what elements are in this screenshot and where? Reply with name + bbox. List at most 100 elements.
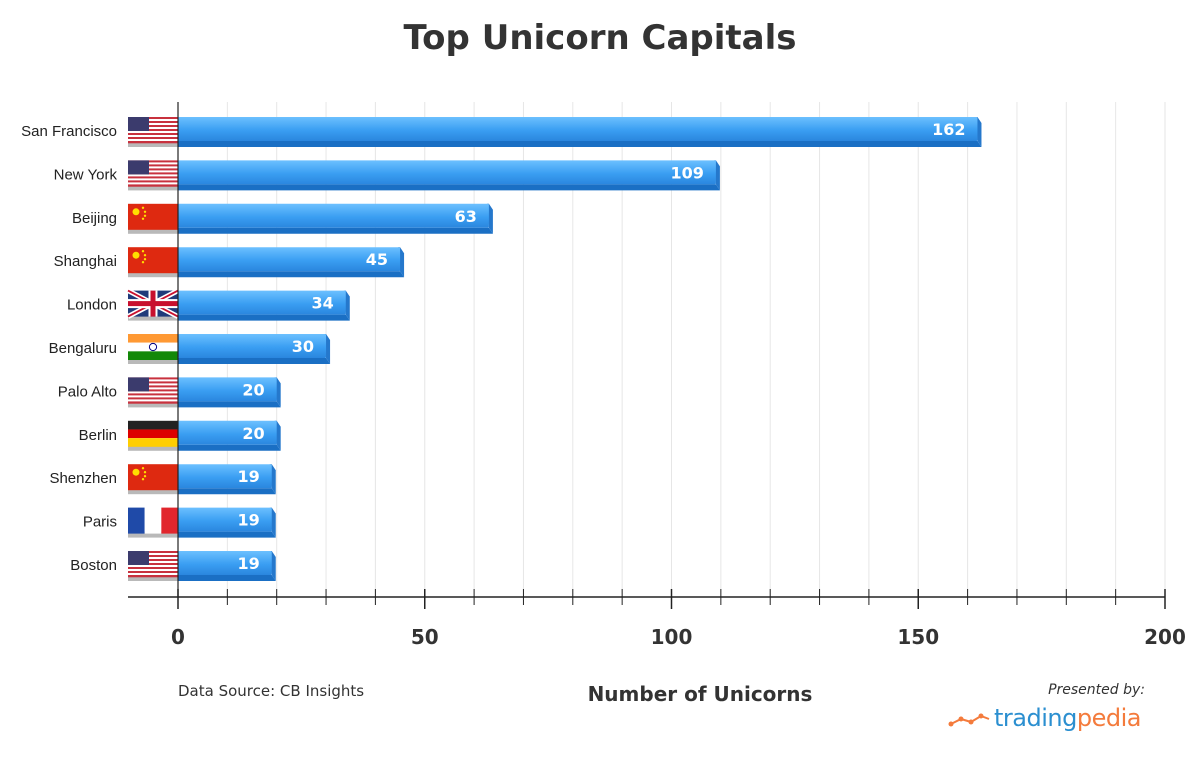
bar-value-label: 30 [292,337,314,356]
chart-title: Top Unicorn Capitals [403,18,797,58]
flag-stripe [128,569,178,572]
flag-stripe [128,127,178,130]
flag-shadow [128,488,178,495]
flag-us-icon [128,377,178,404]
flag-shadow [128,531,178,538]
flag-stripe [128,164,178,167]
bars: San Francisco 162 New York 109 Beijing 63 Shan… [21,117,982,581]
flag-stripe [144,507,162,534]
category-label: Palo Alto [58,383,117,400]
flag-stripe [128,399,178,402]
flag-field [128,203,178,230]
bar [178,551,272,575]
flag-stripe [128,133,178,136]
flag-canton [128,160,149,175]
logo-text-trading: trading [994,704,1077,732]
bar-value-label: 109 [671,163,704,182]
category-label: London [67,297,117,314]
bar-value-label: 34 [312,294,334,313]
flag-canton [128,551,149,565]
flag-stripe [128,381,178,384]
x-axis: 0 50 100 150 200 [128,102,1186,649]
flag-stripe [161,507,178,534]
bar-depth [178,227,493,234]
flag-shadow [128,271,178,278]
flag-stripe [128,174,178,177]
flag-stripe [128,168,178,171]
flag-star [143,258,147,261]
category-label: Paris [83,514,117,531]
flag-stripe [128,135,178,138]
flag-gb-icon [126,288,180,319]
flag-stripe [128,391,178,394]
tradingpedia-logo: tradingpedia [948,702,1148,740]
flag-stripe [128,573,178,576]
bar-value-label: 19 [237,511,259,530]
flag-shadow [128,444,178,451]
category-label: Boston [70,557,117,574]
flag-star [141,261,145,264]
flag-star [143,471,147,474]
bar-chart: San Francisco 162 New York 109 Beijing 63 Shan… [21,102,1186,649]
flag-stripe [128,117,178,120]
flag-wheel [148,342,158,352]
flag-stripe [128,559,178,562]
bar [178,290,346,315]
flag-shadow [128,184,178,191]
flag-stripe [128,387,178,390]
bar [178,334,327,358]
category-label: New York [54,166,118,183]
bar-depth [178,141,982,147]
bar-value-label: 20 [242,380,264,399]
flag-stripe [128,176,178,179]
flag-stripe [128,571,178,574]
flag-stripe [128,377,178,380]
bar [178,203,489,228]
flag-star [141,250,145,253]
flag-stripe [128,389,178,392]
flag-stripe [128,139,178,142]
flag-star [132,468,140,476]
flag-star [132,208,140,216]
flag-stripe [128,137,178,140]
flag-shadow [128,401,178,408]
flag-stripe [128,123,178,126]
flag-cn-icon [128,247,178,274]
bar-depth [178,314,350,321]
flag-de-icon [128,420,178,447]
flag-stripe [128,379,178,382]
presented-by-label: Presented by: [1048,682,1145,698]
flag-stripe [128,141,178,144]
flag-stripe [128,121,178,124]
flag-field [128,464,178,491]
flag-stripe [128,351,178,360]
flag-shadow [128,227,178,234]
data-source-note: Data Source: CB Insights [178,682,365,700]
category-label: Shanghai [54,253,117,270]
flag-star [143,210,147,213]
category-label: Shenzhen [49,470,117,487]
bar [178,464,272,489]
flag-cross-red [128,301,178,307]
bar [178,377,277,402]
flag-stripe [128,172,178,175]
bar [178,507,272,532]
flag-star [143,214,147,217]
bar-depth [178,575,276,581]
category-label: Beijing [72,210,117,227]
x-tick-label: 50 [411,625,439,649]
flag-stripe [128,420,178,430]
flag-stripe [128,178,178,181]
bar-depth [178,531,276,538]
flag-stripe [128,551,178,554]
flag-star [141,217,145,220]
flag-stripe [128,184,178,187]
category-label: San Francisco [21,123,117,140]
trend-line-icon [948,713,990,727]
bar-depth [178,184,720,191]
flag-stripe [128,166,178,169]
flag-stripe [128,393,178,396]
category-label: Bengaluru [49,340,117,357]
flag-stripe [128,397,178,400]
bar-depth [178,444,281,451]
